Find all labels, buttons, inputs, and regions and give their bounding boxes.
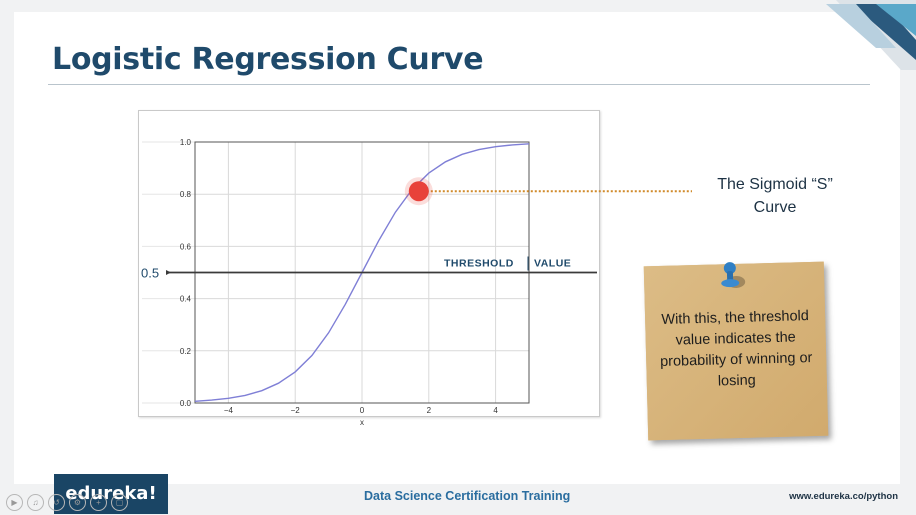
fullscreen-icon[interactable]: ▢	[111, 494, 128, 511]
rewind-icon[interactable]: ↺	[48, 494, 65, 511]
zoom-icon[interactable]: +	[90, 494, 107, 511]
sigmoid-label-line-2: Curve	[753, 199, 797, 216]
volume-icon[interactable]: ♫	[27, 494, 44, 511]
settings-icon[interactable]: ⚙	[69, 494, 86, 511]
chart-frame	[138, 110, 600, 417]
slide-title: Logistic Regression Curve	[52, 42, 484, 77]
player-controls: ▶ ♫ ↺ ⚙ + ▢	[6, 494, 128, 511]
push-pin-icon	[721, 262, 746, 288]
title-divider	[48, 84, 870, 85]
footer-course-title: Data Science Certification Training	[364, 489, 571, 503]
play-icon[interactable]: ▶	[6, 494, 23, 511]
sticky-note: With this, the threshold value indicates…	[643, 261, 829, 441]
sigmoid-curve-label: The Sigmoid “S” Curve	[700, 173, 850, 219]
corner-decoration	[826, 0, 916, 70]
sigmoid-label-line-1: The Sigmoid “S”	[717, 176, 833, 193]
footer-url: www.edureka.co/python	[789, 491, 898, 502]
note-text: With this, the threshold value indicates…	[659, 308, 813, 390]
